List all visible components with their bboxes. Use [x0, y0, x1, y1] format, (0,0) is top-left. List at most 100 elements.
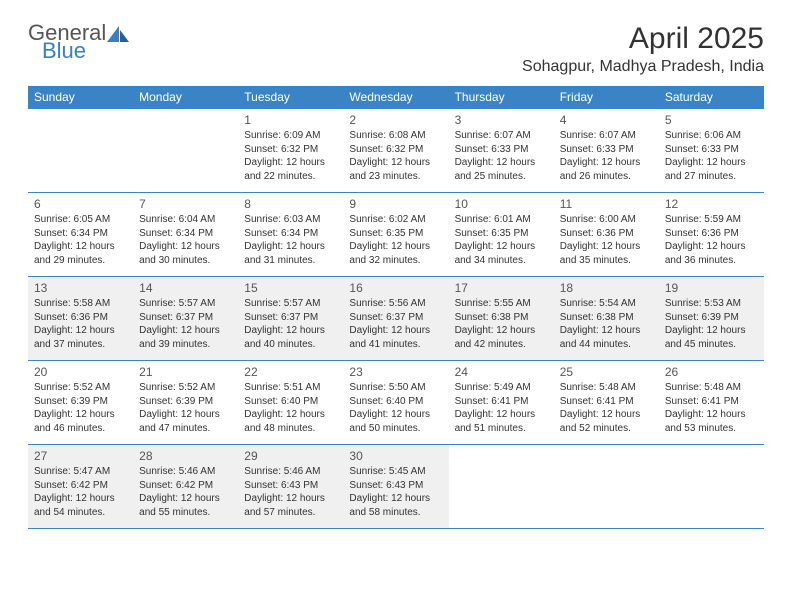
calendar-day-cell: 3Sunrise: 6:07 AMSunset: 6:33 PMDaylight… — [449, 109, 554, 193]
sunrise-text: Sunrise: 5:52 AM — [139, 381, 232, 395]
calendar-day-cell: 22Sunrise: 5:51 AMSunset: 6:40 PMDayligh… — [238, 361, 343, 445]
daylight-text: Daylight: 12 hours and 36 minutes. — [665, 240, 758, 267]
daylight-text: Daylight: 12 hours and 57 minutes. — [244, 492, 337, 519]
calendar-day-cell: 12Sunrise: 5:59 AMSunset: 6:36 PMDayligh… — [659, 193, 764, 277]
daylight-text: Daylight: 12 hours and 29 minutes. — [34, 240, 127, 267]
day-number: 14 — [139, 280, 232, 296]
calendar-day-cell: 5Sunrise: 6:06 AMSunset: 6:33 PMDaylight… — [659, 109, 764, 193]
daylight-text: Daylight: 12 hours and 58 minutes. — [349, 492, 442, 519]
calendar-day-cell: 16Sunrise: 5:56 AMSunset: 6:37 PMDayligh… — [343, 277, 448, 361]
daylight-text: Daylight: 12 hours and 48 minutes. — [244, 408, 337, 435]
sunrise-text: Sunrise: 5:48 AM — [560, 381, 653, 395]
daylight-text: Daylight: 12 hours and 32 minutes. — [349, 240, 442, 267]
sunrise-text: Sunrise: 5:55 AM — [455, 297, 548, 311]
sunset-text: Sunset: 6:36 PM — [34, 311, 127, 325]
sunrise-text: Sunrise: 6:02 AM — [349, 213, 442, 227]
calendar-day-cell: 15Sunrise: 5:57 AMSunset: 6:37 PMDayligh… — [238, 277, 343, 361]
calendar-day-cell: 26Sunrise: 5:48 AMSunset: 6:41 PMDayligh… — [659, 361, 764, 445]
sunrise-text: Sunrise: 5:59 AM — [665, 213, 758, 227]
sunset-text: Sunset: 6:37 PM — [139, 311, 232, 325]
daylight-text: Daylight: 12 hours and 26 minutes. — [560, 156, 653, 183]
sunset-text: Sunset: 6:39 PM — [665, 311, 758, 325]
day-number: 25 — [560, 364, 653, 380]
daylight-text: Daylight: 12 hours and 25 minutes. — [455, 156, 548, 183]
sunrise-text: Sunrise: 5:53 AM — [665, 297, 758, 311]
day-number: 13 — [34, 280, 127, 296]
daylight-text: Daylight: 12 hours and 23 minutes. — [349, 156, 442, 183]
day-number: 20 — [34, 364, 127, 380]
dayname-header: Wednesday — [343, 86, 448, 109]
calendar-empty-cell — [659, 445, 764, 529]
sunrise-text: Sunrise: 5:49 AM — [455, 381, 548, 395]
sunrise-text: Sunrise: 5:46 AM — [139, 465, 232, 479]
day-number: 1 — [244, 112, 337, 128]
calendar-day-cell: 17Sunrise: 5:55 AMSunset: 6:38 PMDayligh… — [449, 277, 554, 361]
calendar-day-cell: 18Sunrise: 5:54 AMSunset: 6:38 PMDayligh… — [554, 277, 659, 361]
daylight-text: Daylight: 12 hours and 52 minutes. — [560, 408, 653, 435]
daylight-text: Daylight: 12 hours and 46 minutes. — [34, 408, 127, 435]
day-number: 19 — [665, 280, 758, 296]
day-number: 2 — [349, 112, 442, 128]
day-number: 28 — [139, 448, 232, 464]
sunset-text: Sunset: 6:40 PM — [349, 395, 442, 409]
day-number: 15 — [244, 280, 337, 296]
sunset-text: Sunset: 6:34 PM — [244, 227, 337, 241]
calendar-empty-cell — [28, 109, 133, 193]
sunset-text: Sunset: 6:33 PM — [665, 143, 758, 157]
sunset-text: Sunset: 6:32 PM — [349, 143, 442, 157]
dayname-header: Thursday — [449, 86, 554, 109]
daylight-text: Daylight: 12 hours and 42 minutes. — [455, 324, 548, 351]
sunset-text: Sunset: 6:41 PM — [455, 395, 548, 409]
calendar-week-row: 27Sunrise: 5:47 AMSunset: 6:42 PMDayligh… — [28, 445, 764, 529]
dayname-header: Sunday — [28, 86, 133, 109]
sunset-text: Sunset: 6:42 PM — [139, 479, 232, 493]
daylight-text: Daylight: 12 hours and 34 minutes. — [455, 240, 548, 267]
calendar-header-row: SundayMondayTuesdayWednesdayThursdayFrid… — [28, 86, 764, 109]
calendar-day-cell: 29Sunrise: 5:46 AMSunset: 6:43 PMDayligh… — [238, 445, 343, 529]
month-title: April 2025 — [522, 22, 764, 56]
calendar-empty-cell — [554, 445, 659, 529]
calendar-day-cell: 7Sunrise: 6:04 AMSunset: 6:34 PMDaylight… — [133, 193, 238, 277]
calendar-day-cell: 4Sunrise: 6:07 AMSunset: 6:33 PMDaylight… — [554, 109, 659, 193]
sunrise-text: Sunrise: 5:56 AM — [349, 297, 442, 311]
day-number: 12 — [665, 196, 758, 212]
day-number: 5 — [665, 112, 758, 128]
daylight-text: Daylight: 12 hours and 30 minutes. — [139, 240, 232, 267]
sunrise-text: Sunrise: 6:01 AM — [455, 213, 548, 227]
calendar-week-row: 1Sunrise: 6:09 AMSunset: 6:32 PMDaylight… — [28, 109, 764, 193]
day-number: 9 — [349, 196, 442, 212]
day-number: 16 — [349, 280, 442, 296]
day-number: 29 — [244, 448, 337, 464]
calendar-day-cell: 8Sunrise: 6:03 AMSunset: 6:34 PMDaylight… — [238, 193, 343, 277]
daylight-text: Daylight: 12 hours and 39 minutes. — [139, 324, 232, 351]
calendar-day-cell: 11Sunrise: 6:00 AMSunset: 6:36 PMDayligh… — [554, 193, 659, 277]
daylight-text: Daylight: 12 hours and 53 minutes. — [665, 408, 758, 435]
sunrise-text: Sunrise: 5:52 AM — [34, 381, 127, 395]
daylight-text: Daylight: 12 hours and 22 minutes. — [244, 156, 337, 183]
sunset-text: Sunset: 6:40 PM — [244, 395, 337, 409]
calendar-day-cell: 21Sunrise: 5:52 AMSunset: 6:39 PMDayligh… — [133, 361, 238, 445]
sunset-text: Sunset: 6:41 PM — [665, 395, 758, 409]
daylight-text: Daylight: 12 hours and 45 minutes. — [665, 324, 758, 351]
day-number: 10 — [455, 196, 548, 212]
sunrise-text: Sunrise: 5:51 AM — [244, 381, 337, 395]
sunrise-text: Sunrise: 5:54 AM — [560, 297, 653, 311]
calendar-day-cell: 6Sunrise: 6:05 AMSunset: 6:34 PMDaylight… — [28, 193, 133, 277]
calendar-day-cell: 23Sunrise: 5:50 AMSunset: 6:40 PMDayligh… — [343, 361, 448, 445]
calendar-table: SundayMondayTuesdayWednesdayThursdayFrid… — [28, 86, 764, 529]
day-number: 21 — [139, 364, 232, 380]
calendar-week-row: 13Sunrise: 5:58 AMSunset: 6:36 PMDayligh… — [28, 277, 764, 361]
day-number: 6 — [34, 196, 127, 212]
sunrise-text: Sunrise: 6:09 AM — [244, 129, 337, 143]
sunset-text: Sunset: 6:43 PM — [244, 479, 337, 493]
sunrise-text: Sunrise: 6:03 AM — [244, 213, 337, 227]
calendar-day-cell: 1Sunrise: 6:09 AMSunset: 6:32 PMDaylight… — [238, 109, 343, 193]
sunset-text: Sunset: 6:43 PM — [349, 479, 442, 493]
sunset-text: Sunset: 6:42 PM — [34, 479, 127, 493]
sunrise-text: Sunrise: 6:07 AM — [455, 129, 548, 143]
sunrise-text: Sunrise: 5:57 AM — [139, 297, 232, 311]
daylight-text: Daylight: 12 hours and 27 minutes. — [665, 156, 758, 183]
sunset-text: Sunset: 6:39 PM — [139, 395, 232, 409]
sunset-text: Sunset: 6:34 PM — [34, 227, 127, 241]
sunrise-text: Sunrise: 5:45 AM — [349, 465, 442, 479]
